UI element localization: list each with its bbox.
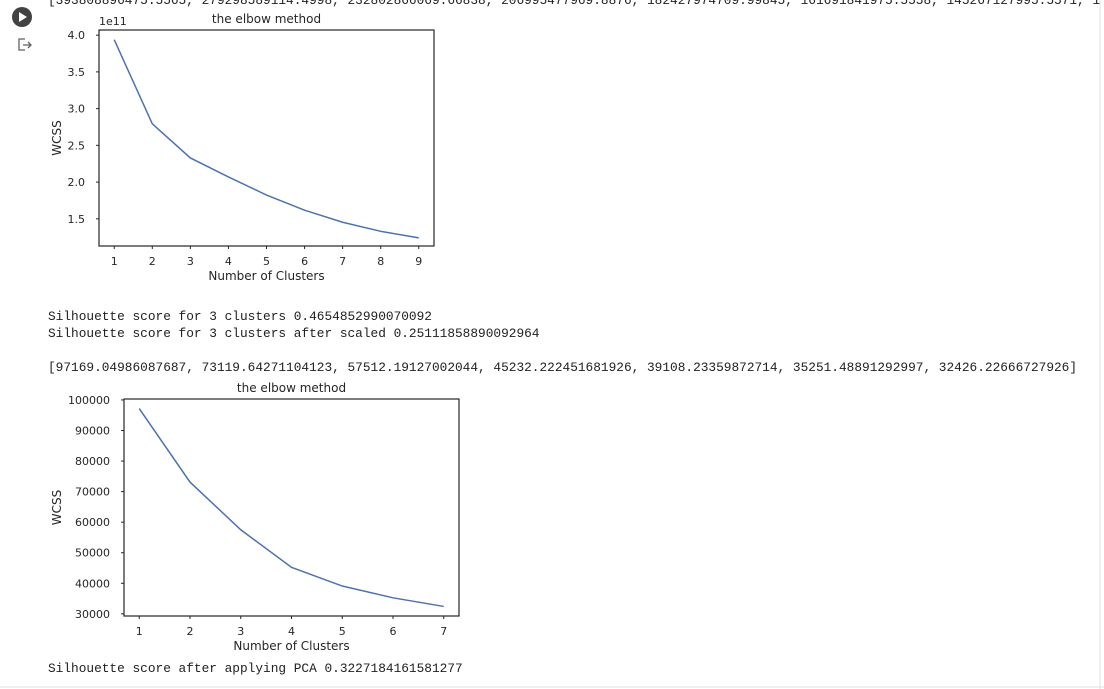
x-tick-label: 6 [390,625,397,638]
x-tick-label: 5 [263,255,270,268]
x-tick-label: 3 [237,625,244,638]
output-text: Silhouette score for 3 clusters 0.465485… [48,309,432,324]
x-tick-label: 9 [415,255,422,268]
chart-title: the elbow method [212,12,321,26]
plot-frame [98,29,435,247]
x-tick-label: 1 [136,625,143,638]
chart: the elbow method Number of Clusters WCSS 30… [50,381,460,653]
y-tick-label: 90000 [75,424,110,437]
line-series [138,408,444,608]
x-axis-label: Number of Clusters [233,639,349,653]
y-tick-label: 3.0 [68,103,86,116]
y-offset-label: 1e11 [99,15,127,28]
chart-title: the elbow method [237,381,346,395]
y-tick-label: 3.5 [68,66,86,79]
y-tick-label: 70000 [75,486,110,499]
y-tick-label: 80000 [75,455,110,468]
y-tick-label: 1.5 [68,213,86,226]
plot-frame [123,398,460,617]
x-tick-label: 4 [225,255,232,268]
output-icon[interactable] [18,38,32,51]
y-tick-label: 2.0 [68,176,86,189]
x-tick-label: 7 [440,625,447,638]
y-tick-label: 100000 [68,394,110,407]
run-button[interactable] [12,7,32,27]
x-tick-label: 4 [288,625,295,638]
y-axis-label: WCSS [50,120,64,155]
y-tick-label: 2.5 [68,139,86,152]
x-tick-label: 5 [339,625,346,638]
y-tick-label: 40000 [75,577,110,590]
line-series [113,39,419,239]
y-axis-label: WCSS [50,490,64,525]
x-tick-label: 2 [149,255,156,268]
y-tick-label: 60000 [75,516,110,529]
output-text: Silhouette score after applying PCA 0.32… [48,661,463,676]
x-tick-label: 8 [377,255,384,268]
y-tick-label: 50000 [75,547,110,560]
y-tick-label: 30000 [75,608,110,621]
output-text: [97169.04986087687, 73119.64271104123, 5… [48,360,1077,375]
x-tick-label: 7 [339,255,346,268]
output-text: Silhouette score for 3 clusters after sc… [48,326,540,341]
x-tick-label: 2 [186,625,193,638]
output-text: [393808896475.5565, 279298589114.4998, 2… [48,0,1100,8]
x-tick-label: 3 [187,255,194,268]
chart: the elbow method Number of Clusters WCSS 1e… [50,12,435,283]
x-tick-label: 1 [111,255,118,268]
y-tick-label: 4.0 [68,29,86,42]
x-tick-label: 6 [301,255,308,268]
x-axis-label: Number of Clusters [208,269,324,283]
